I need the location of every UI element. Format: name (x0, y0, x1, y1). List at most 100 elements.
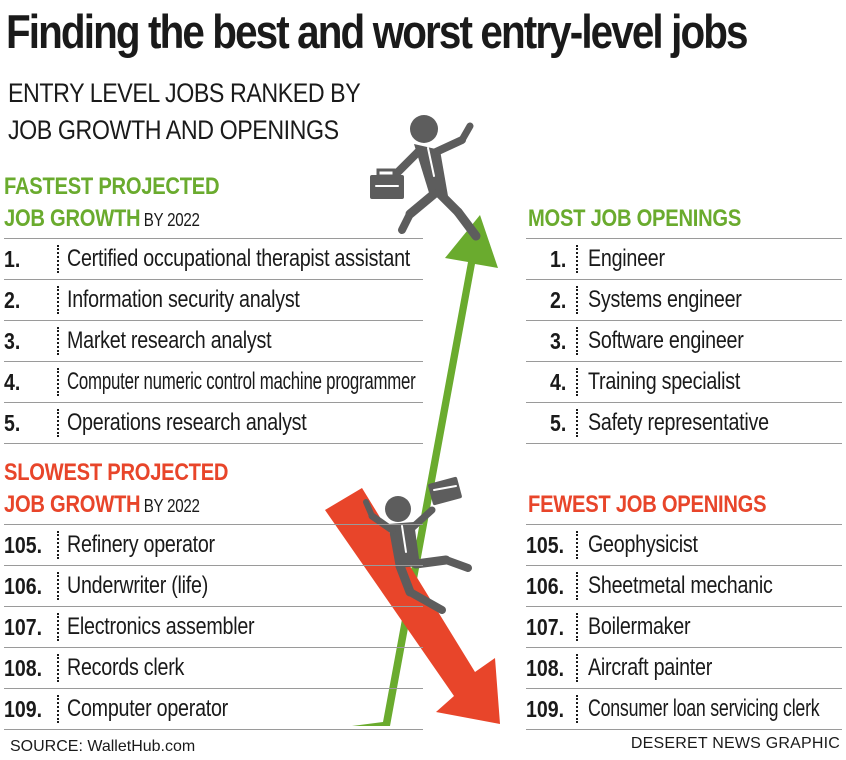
list-item: 1. Certified occupational therapist assis… (4, 238, 423, 280)
job-title: Operations research analyst (67, 409, 307, 436)
rank: 105. (526, 532, 565, 558)
rank: 5. (550, 410, 567, 436)
rank: 106. (526, 573, 565, 599)
fastest-heading-line2: JOB GROWTH BY 2022 (4, 205, 200, 233)
list-item: 2. Information security analyst (4, 280, 423, 321)
dotted-divider (576, 327, 578, 355)
dotted-divider (576, 245, 578, 273)
list-item: 107. Electronics assembler (4, 607, 423, 648)
job-title: Geophysicist (588, 531, 698, 558)
dotted-divider (576, 654, 578, 682)
rank: 109. (526, 696, 565, 722)
rank: 1. (550, 246, 567, 272)
fastest-heading-text: JOB GROWTH (4, 205, 141, 232)
dotted-divider (57, 327, 59, 355)
rank: 107. (4, 614, 43, 640)
slowest-list: 105. Refinery operator 106. Underwriter (l… (4, 524, 423, 730)
falling-businessman-icon (363, 476, 472, 614)
dotted-divider (57, 368, 59, 396)
list-item: 4. Computer numeric control machine progr… (4, 362, 423, 403)
job-title: Software engineer (588, 327, 744, 354)
slowest-heading-line1: SLOWEST PROJECTED (4, 459, 229, 486)
job-title: Consumer loan servicing clerk (588, 695, 820, 722)
job-title: Computer numeric control machine program… (67, 368, 416, 395)
dotted-divider (57, 654, 59, 682)
rank: 4. (4, 369, 21, 395)
list-item: 5. Operations research analyst (4, 403, 423, 444)
rank: 1. (4, 246, 21, 272)
dotted-divider (57, 572, 59, 600)
dotted-divider (57, 695, 59, 723)
list-item: 107. Boilermaker (526, 607, 842, 648)
fewest-openings-heading: FEWEST JOB OPENINGS (528, 491, 767, 518)
job-title: Underwriter (life) (67, 572, 209, 599)
list-item: 108. Aircraft painter (526, 648, 842, 689)
job-title: Sheetmetal mechanic (588, 572, 773, 599)
job-title: Safety representative (588, 409, 769, 436)
list-item: 105. Geophysicist (526, 524, 842, 566)
list-item: 108. Records clerk (4, 648, 423, 689)
list-item: 2. Systems engineer (526, 280, 842, 321)
job-title: Boilermaker (588, 613, 691, 640)
graphic-credit: DESERET NEWS GRAPHIC (630, 735, 840, 752)
source-credit: SOURCE: WalletHub.com (10, 738, 196, 755)
fastest-by-label: BY 2022 (143, 210, 200, 230)
list-item: 1. Engineer (526, 238, 842, 280)
rank: 5. (4, 410, 21, 436)
fastest-heading-line1: FASTEST PROJECTED (4, 173, 220, 200)
list-item: 5. Safety representative (526, 403, 842, 444)
job-title: Systems engineer (588, 286, 742, 313)
fastest-list: 1. Certified occupational therapist assis… (4, 238, 423, 444)
job-title: Aircraft painter (588, 654, 713, 681)
list-item: 106. Sheetmetal mechanic (526, 566, 842, 607)
job-title: Training specialist (588, 368, 741, 395)
dotted-divider (57, 613, 59, 641)
rank: 2. (4, 287, 21, 313)
dotted-divider (576, 695, 578, 723)
rank: 105. (4, 532, 43, 558)
list-item: 3. Software engineer (526, 321, 842, 362)
job-title: Information security analyst (67, 286, 300, 313)
job-title: Electronics assembler (67, 613, 255, 640)
dotted-divider (576, 368, 578, 396)
slowest-heading-text: JOB GROWTH (4, 491, 141, 518)
list-item: 4. Training specialist (526, 362, 842, 403)
rank: 108. (4, 655, 43, 681)
job-title: Refinery operator (67, 531, 215, 558)
rank: 106. (4, 573, 43, 599)
list-item: 3. Market research analyst (4, 321, 423, 362)
most-openings-list: 1. Engineer 2. Systems engineer 3. Software… (526, 238, 842, 444)
job-title: Records clerk (67, 654, 185, 681)
dotted-divider (576, 572, 578, 600)
slowest-heading-line2: JOB GROWTH BY 2022 (4, 491, 200, 519)
slowest-by-label: BY 2022 (143, 496, 200, 516)
rank: 3. (4, 328, 21, 354)
most-openings-heading: MOST JOB OPENINGS (528, 205, 742, 232)
dotted-divider (576, 409, 578, 437)
page-title: Finding the best and worst entry-level j… (6, 5, 749, 58)
list-item: 109. Consumer loan servicing clerk (526, 689, 842, 730)
dotted-divider (576, 531, 578, 559)
rank: 3. (550, 328, 567, 354)
dotted-divider (576, 613, 578, 641)
running-businessman-icon (370, 115, 481, 241)
dotted-divider (57, 286, 59, 314)
job-title: Certified occupational therapist assista… (67, 245, 411, 272)
job-title: Market research analyst (67, 327, 272, 354)
dotted-divider (576, 286, 578, 314)
list-item: 106. Underwriter (life) (4, 566, 423, 607)
subtitle-line1: ENTRY LEVEL JOBS RANKED BY (8, 78, 361, 108)
rank: 108. (526, 655, 565, 681)
rank: 109. (4, 696, 43, 722)
job-title: Engineer (588, 245, 665, 272)
list-item: 105. Refinery operator (4, 524, 423, 566)
rank: 4. (550, 369, 567, 395)
rank: 107. (526, 614, 565, 640)
fewest-openings-list: 105. Geophysicist 106. Sheetmetal mechanic… (526, 524, 842, 730)
rank: 2. (550, 287, 567, 313)
job-title: Computer operator (67, 695, 229, 722)
subtitle-line2: JOB GROWTH AND OPENINGS (8, 115, 339, 145)
dotted-divider (57, 409, 59, 437)
list-item: 109. Computer operator (4, 689, 423, 730)
dotted-divider (57, 245, 59, 273)
